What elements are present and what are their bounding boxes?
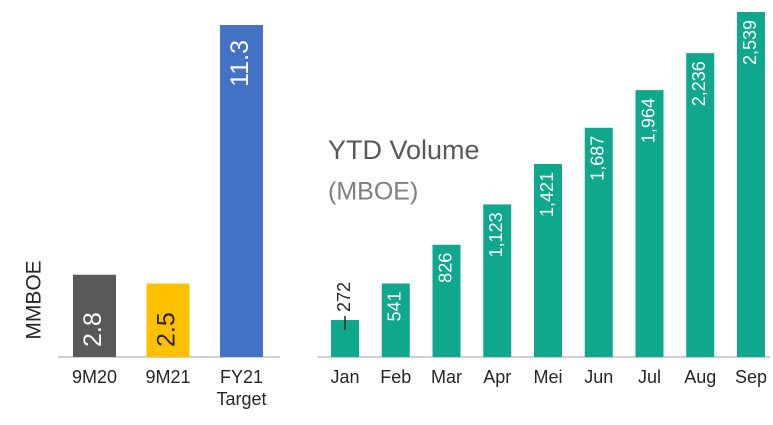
x-tick-label: Apr: [483, 367, 512, 387]
bar: [737, 12, 765, 357]
x-tick-label: 9M20: [71, 367, 118, 387]
x-tick-label: Feb: [380, 367, 412, 387]
bar: [432, 244, 461, 357]
bar: [534, 163, 562, 357]
x-tick-label: Sep: [734, 367, 768, 387]
x-label-box: Jun: [584, 367, 614, 387]
bar: [220, 25, 263, 357]
x-tick-label: Mar: [431, 367, 462, 387]
x-label-box: Mar: [431, 367, 462, 387]
x-tick-label: Jun: [584, 367, 614, 387]
x-label-box: Jan: [330, 367, 360, 387]
value-label: 1,421: [537, 172, 557, 217]
bar: [381, 283, 410, 357]
value-label: 1,123: [486, 212, 506, 257]
value-label: 1,964: [638, 98, 658, 143]
x-label-box: Sep: [734, 367, 768, 387]
x-tick-label: Mei: [533, 367, 563, 387]
bar: [483, 204, 512, 357]
x-tick-label: Aug: [684, 367, 717, 387]
bar: [146, 283, 190, 357]
value-label: 541: [385, 291, 405, 321]
x-label-box: 9M21: [145, 367, 191, 387]
value-label: 2.8: [79, 312, 107, 347]
value-label: 2,539: [740, 20, 760, 65]
x-tick-label: Jan: [330, 367, 360, 387]
value-label: 272: [334, 282, 354, 312]
x-tick-label: 9M21: [145, 367, 191, 387]
x-label-box: Apr: [483, 367, 512, 387]
bar: [73, 274, 116, 357]
x-label-box: 9M20: [71, 367, 118, 387]
x-label-box: Mei: [533, 367, 563, 387]
x-tick-label: FY21 Target: [216, 367, 267, 409]
value-label: 826: [435, 253, 455, 283]
x-label-box: FY21 Target: [216, 367, 267, 409]
x-label-box: Jul: [637, 367, 661, 387]
chart-title: YTD Volume: [328, 135, 480, 165]
x-label-box: Feb: [380, 367, 412, 387]
bar: [584, 127, 613, 357]
value-label: 11.3: [226, 40, 254, 87]
value-label: 2,236: [689, 61, 709, 106]
chart-subtitle: (MBOE): [328, 178, 418, 206]
y-axis-label: MMBOE: [23, 260, 46, 339]
x-label-box: Aug: [684, 367, 717, 387]
bar: [686, 53, 715, 357]
value-label: 2.5: [153, 312, 181, 347]
value-label: 1,687: [588, 136, 608, 181]
bar: [635, 90, 664, 357]
x-tick-label: Jul: [637, 367, 661, 387]
